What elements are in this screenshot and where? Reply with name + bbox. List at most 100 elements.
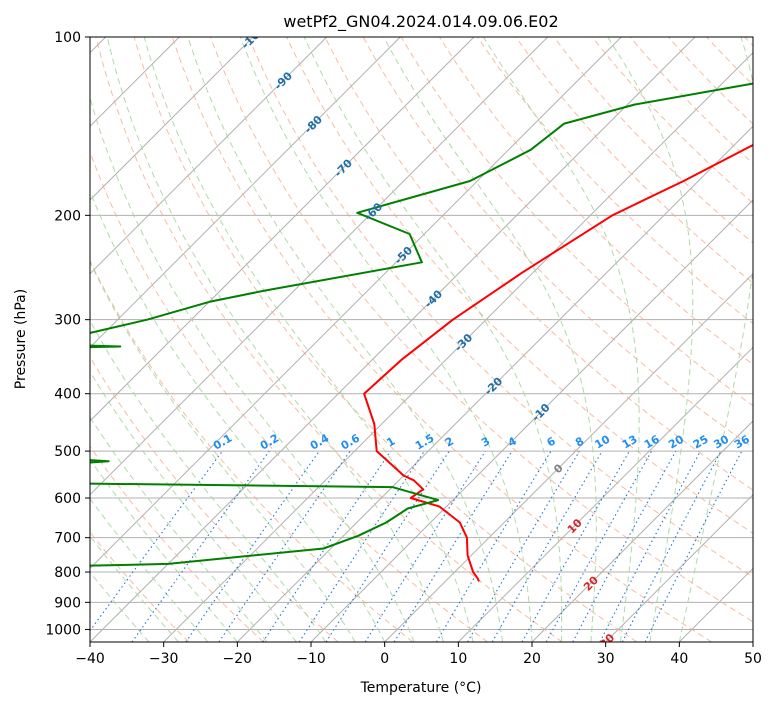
mixing-ratio-label: 2: [443, 435, 456, 450]
moist-adiabat: [90, 458, 238, 642]
moist-adiabat: [303, 37, 563, 642]
axes: −40 −30 −20 −10 0 10 20 30 40 5010020030040050060…: [45, 30, 762, 667]
isotherm-label: -20: [482, 375, 505, 398]
mixing-ratio-label: 10: [593, 432, 613, 451]
dewpoint-profile: [90, 82, 753, 567]
isotherm-label: 10: [565, 516, 585, 536]
x-tick-label: −10: [296, 651, 326, 667]
dry-adiabat: [95, 37, 563, 642]
data-lines: [90, 82, 753, 582]
isotherm--100: [90, 37, 254, 201]
mixing-ratio-label: 0.6: [339, 431, 363, 452]
y-tick-label: 300: [54, 313, 81, 329]
dry-adiabat: [90, 445, 264, 642]
dry-adiabat: [515, 37, 753, 284]
mixing-ratio-label: 4: [506, 434, 519, 449]
dry-adiabat: [553, 37, 753, 244]
isotherm-20: [531, 420, 753, 642]
x-tick-label: 30: [597, 651, 615, 667]
moist-adiabat: [678, 37, 753, 642]
mixing-ratio-line-20: [572, 450, 677, 642]
mixing-ratio-label: 1.5: [413, 432, 436, 453]
mixing-ratio-line-36: [644, 450, 743, 642]
moist-adiabat: [90, 370, 297, 642]
isotherm--60: [90, 37, 549, 496]
dry-adiabat: [90, 259, 414, 642]
isotherm--80: [90, 37, 401, 349]
y-tick-label: 800: [54, 565, 81, 581]
mixing-ratio-line-1.5: [298, 450, 425, 642]
x-tick-label: −40: [75, 651, 105, 667]
mixing-ratio-label: 6: [545, 434, 558, 449]
y-axis-label: Pressure (hPa): [13, 289, 29, 389]
x-tick-label: 10: [449, 651, 467, 667]
dry-adiabat: [248, 37, 753, 578]
isotherm--50: [90, 37, 622, 570]
mixing-ratio-label: 30: [711, 432, 731, 451]
moist-adiabat: [90, 535, 179, 642]
isotherm--40: [90, 37, 696, 642]
moist-adiabat: [90, 319, 327, 642]
moist-adiabat: [143, 37, 474, 642]
mixing-ratio-line-8: [467, 450, 580, 642]
dry-adiabat: [400, 37, 753, 407]
isotherm-30: [605, 493, 753, 642]
y-tick-label: 600: [54, 491, 81, 507]
moist-adiabat: [239, 37, 533, 642]
mixing-ratio-line-2: [325, 450, 450, 642]
moist-adiabat: [607, 37, 694, 642]
y-tick-label: 700: [54, 531, 81, 547]
x-axis-label: Temperature (°C): [360, 680, 482, 696]
isotherm-50: [752, 641, 753, 642]
isotherm-10: [457, 346, 753, 642]
moist-adiabat: [90, 416, 268, 642]
plot-frame: [89, 36, 754, 643]
isotherm-label: 40: [614, 688, 634, 708]
dry-adiabat: [362, 37, 753, 449]
isotherm--70: [90, 37, 475, 422]
mixing-ratio-label: 13: [620, 433, 640, 452]
y-tick-label: 500: [54, 444, 81, 460]
dry-adiabat: [477, 37, 753, 325]
mixing-ratio-label: 20: [666, 432, 686, 451]
x-tick-label: 50: [744, 651, 762, 667]
moist-adiabat: [90, 189, 386, 642]
y-tick-label: 400: [54, 387, 81, 403]
moist-adiabat: [482, 37, 640, 642]
mixing-ratio-label: 0.1: [211, 432, 234, 453]
mixing-ratio-label: 0.4: [308, 431, 332, 452]
dry-adiabat: [90, 150, 488, 642]
isotherm-40: [678, 567, 753, 642]
dry-adiabat: [706, 37, 753, 86]
moist-adiabat: [187, 37, 503, 642]
x-tick-label: −30: [149, 651, 179, 667]
y-tick-label: 1000: [45, 622, 81, 638]
dry-adiabat: [171, 37, 712, 642]
dry-adiabat: [629, 37, 753, 165]
gridlines: [90, 37, 753, 642]
x-tick-label: 0: [380, 651, 389, 667]
isotherm--30: [163, 51, 753, 642]
mixing-ratio-line-4: [393, 450, 513, 642]
dry-adiabat: [133, 37, 638, 642]
dry-adiabat: [591, 37, 753, 204]
x-tick-label: 20: [523, 651, 541, 667]
moist-adiabat: [383, 37, 597, 642]
mixing-ratio-line-13: [521, 450, 630, 642]
isotherm--90: [90, 37, 328, 275]
x-tick-label: 40: [670, 651, 688, 667]
mixing-ratio-line-3: [364, 450, 486, 642]
mixing-ratio-line-0.4: [185, 450, 320, 642]
dry-adiabat: [668, 37, 753, 125]
mixing-ratio-label: 16: [642, 432, 662, 451]
mixing-ratio-line-0.2: [131, 450, 270, 642]
isotherm-label: 30: [597, 631, 617, 651]
mixing-ratio-label: 36: [732, 432, 752, 451]
dry-adiabat: [744, 37, 753, 47]
mixing-ratio-line-1: [262, 450, 392, 642]
x-tick-label: −20: [223, 651, 253, 667]
moist-adiabat: [90, 571, 150, 642]
isotherm--20: [236, 125, 753, 642]
